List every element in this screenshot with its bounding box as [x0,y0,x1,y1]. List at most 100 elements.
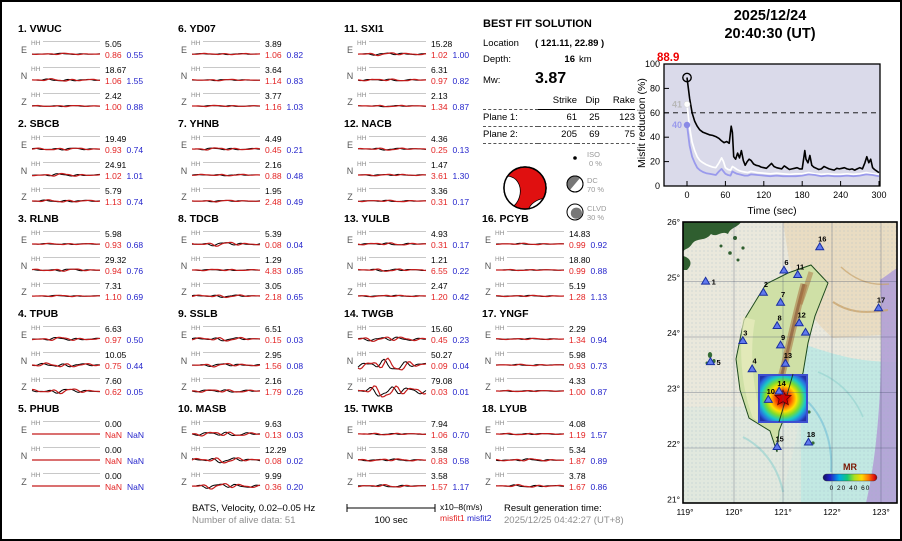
dc-percent: 70 % [587,185,604,194]
band-code: HH [31,256,41,263]
channel-row: Z HH 3.36 0.31 0.17 [344,184,496,210]
station-block: 17. YNGF E HH 2.29 1.34 0.94 N HH [482,307,634,402]
amplitude-value: 15.28 [431,39,453,49]
misfit1-value: 0.86 [105,50,122,60]
depth-label: Depth: [483,54,511,65]
plane2-label: Plane 2: [483,126,539,144]
channel-row: E HH 19.49 0.93 0.74 [18,132,170,158]
misfit1-value: 1.56 [265,361,282,371]
station-header: 13. YULB [344,213,390,225]
component-label: N [346,261,354,271]
amplitude-value: 24.91 [105,160,127,170]
band-code: HH [191,282,201,289]
station-triangle [803,437,814,446]
misfit2-value: 0.02 [286,456,304,466]
channel-row: E HH 5.39 0.08 0.04 [178,227,330,253]
misfit2-value: 0.94 [590,335,608,345]
misfit2-value: 1.03 [286,102,304,112]
misfit2-value: NaN [127,482,145,492]
waveform-trace: HH [357,40,427,57]
waveform-trace: HH [357,325,427,342]
waveform-trace: HH [191,420,261,437]
mw-value: 3.87 [535,70,567,87]
band-code: HH [357,325,367,332]
waveform-column-1: 1. VWUC E HH 5.05 0.86 0.55 N HH [18,22,170,497]
station-block: 2. SBCB E HH 19.49 0.93 0.74 N HH [18,117,170,212]
waveform-trace: HH [357,282,427,298]
fit-values: 5.39 0.08 0.04 [265,229,323,251]
misfit1-value: 1.13 [105,197,122,207]
misfit1-value: 6.55 [431,266,448,276]
scale-bar-label: 100 sec [374,515,408,526]
fit-values: 6.63 0.97 0.50 [105,324,163,346]
misfit1-legend: misfit1 [440,513,465,523]
waveform-trace: HH [191,135,261,151]
col-dip: Dip [577,93,600,110]
plane2-dip: 69 [577,126,600,144]
channel-row: E HH 2.29 1.34 0.94 [482,322,634,348]
misfit2-value: 0.20 [286,482,304,492]
station-header: 3. RLNB [18,213,59,225]
svg-text:120: 120 [756,190,771,200]
amplitude-value: 7.60 [105,376,122,386]
station-triangle [780,358,791,367]
channel-row: N HH 5.34 1.87 0.89 [482,443,634,469]
amplitude-value: 3.64 [265,65,282,75]
channel-row: E HH 15.60 0.45 0.23 [344,322,496,348]
component-label: E [20,140,27,150]
station-block: 9. SSLB E HH 6.51 0.15 0.03 N HH [178,307,330,402]
lat-tick-label: 26° [667,218,680,227]
waveform-trace: HH [357,446,427,462]
misfit2-value: 0.26 [286,387,304,397]
band-code: HH [357,420,367,427]
band-code: HH [31,472,41,479]
band-code: HH [357,472,367,479]
component-label: Z [181,382,187,392]
misfit2-value: 0.03 [286,335,304,345]
misfit1-value: 0.08 [265,456,282,466]
plane1-rake: 123 [599,109,635,127]
band-code: HH [495,472,505,479]
misfit1-value: 0.09 [431,361,448,371]
waveform-trace: HH [191,187,261,203]
fit-values: 7.94 1.06 0.70 [431,419,489,441]
waveform-trace: HH [357,420,427,436]
fit-values: 5.98 0.93 0.68 [105,229,163,251]
fault-plane-table: Strike Dip Rake Plane 1: 61 25 123 Plane… [483,93,635,144]
amplitude-value: 12.29 [265,445,287,455]
band-code: HH [495,256,505,263]
misfit2-value: 0.92 [590,240,608,250]
channel-row: N HH 24.91 1.02 1.01 [18,158,170,184]
station-triangle [779,265,789,274]
band-code: HH [191,377,201,384]
misfit1-value: 1.19 [569,430,586,440]
misfit1-value: 1.34 [569,335,586,345]
misfit2-value: 1.57 [590,430,608,440]
misfit2-value: 0.03 [286,430,304,440]
misfit2-value: 0.70 [452,430,470,440]
amplitude-value: 14.83 [569,229,591,239]
fit-values: 9.99 0.36 0.20 [265,471,323,493]
station-triangle [772,441,782,450]
band-code: HH [191,92,201,99]
channel-row: Z HH 7.31 1.10 0.69 [18,279,170,305]
channel-row: Z HH 5.19 1.28 1.13 [482,279,634,305]
misfit1-value: 0.99 [569,240,586,250]
waveform-trace: HH [191,256,261,272]
origin-time: 20:40:30 (UT) [724,26,816,42]
station-block: 6. YD07 E HH 3.89 1.06 0.82 N HH [178,22,330,117]
band-code: HH [191,472,201,479]
component-label: E [180,140,187,150]
misfit2-value: 0.89 [590,456,608,466]
component-label: N [180,166,188,176]
misfit2-value: 0.83 [286,76,304,86]
waveform-trace: HH [357,377,427,398]
waveform-trace: HH [31,135,101,151]
component-label: Z [347,97,353,107]
amplitude-value: 19.49 [105,134,127,144]
waveform-trace: HH [495,351,565,367]
waveform-trace: HH [357,256,427,272]
misfit1-value: 1.87 [569,456,586,466]
amplitude-value: 3.77 [265,91,282,101]
band-code: HH [31,420,41,427]
